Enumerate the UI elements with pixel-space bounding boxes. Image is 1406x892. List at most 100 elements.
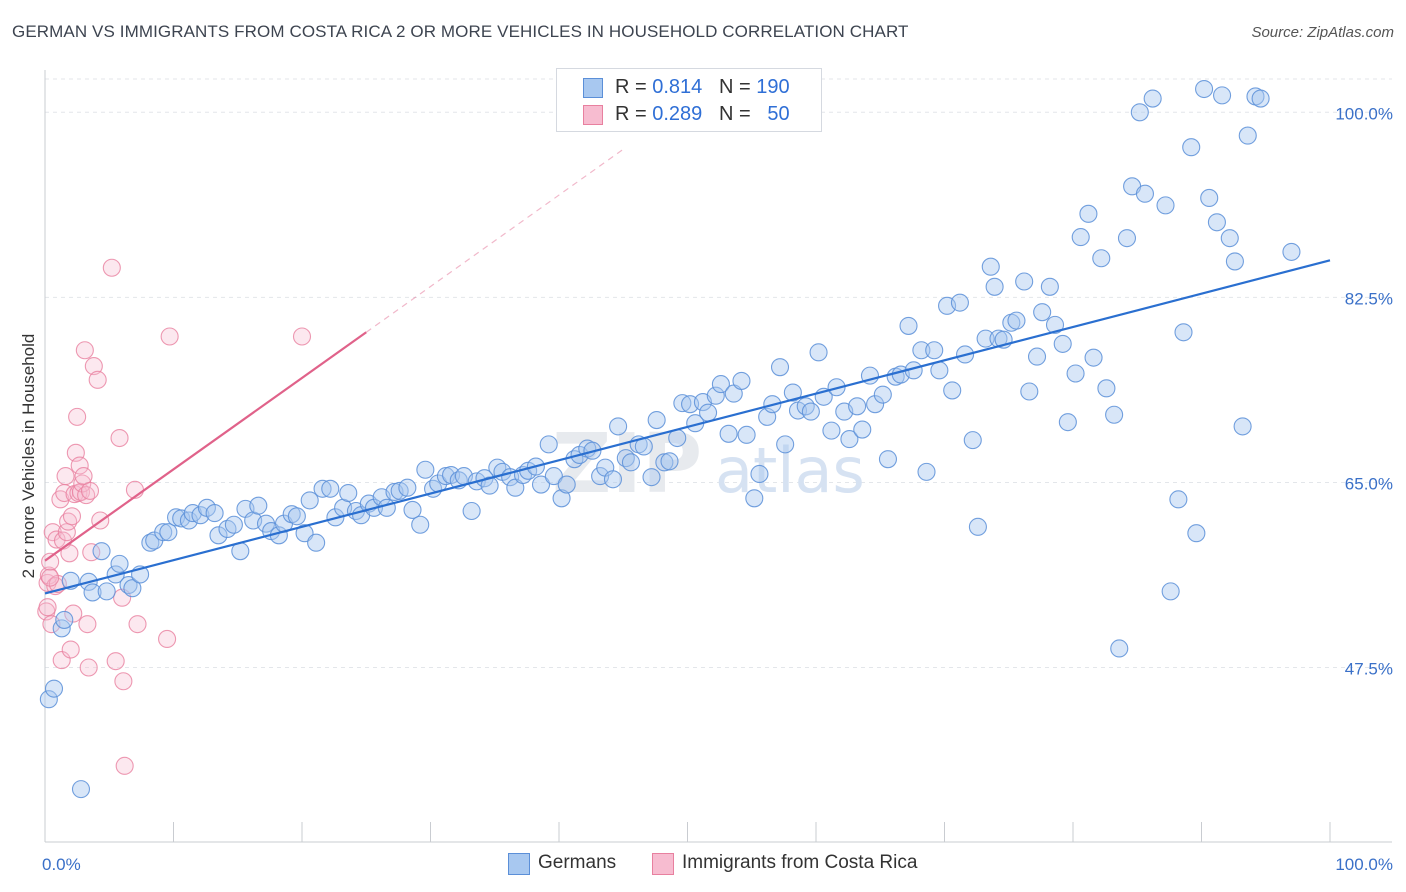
costa-rica-point [75,341,94,360]
german-point [71,780,91,799]
german-point [411,515,430,534]
costa-rica-point [80,481,100,500]
costa-rica-point [128,615,147,634]
costa-rica-trend-extension [365,148,624,333]
german-point [1195,79,1214,99]
germans-legend-swatch [508,853,530,875]
german-point [1220,229,1239,248]
german-point [699,403,718,422]
german-point [796,397,815,416]
german-point [1135,184,1155,203]
german-point [224,515,243,534]
german-point [783,383,802,402]
costa-rica-point [114,672,133,691]
german-point [801,402,820,421]
german-point [1174,323,1193,342]
german-point [848,397,867,416]
axes [44,70,1392,843]
german-point [873,385,892,404]
german-point [950,293,969,312]
german-point [552,489,571,508]
german-point [1182,138,1201,157]
gridlines [45,78,1392,669]
german-point [750,464,769,484]
german-point [719,424,738,443]
costa-rica-point [88,370,107,389]
german-point [1097,379,1116,398]
german-point [878,450,898,469]
german-point [55,610,74,629]
german-point [313,479,332,498]
german-point [673,394,692,413]
costa-rica-point [84,357,103,376]
costa-rica-point [115,756,134,775]
german-point [531,475,551,494]
german-point [339,483,358,503]
german-point [123,579,142,598]
german-point [1238,126,1257,145]
costa-rica-n-value: 50 [767,103,790,125]
tick-labels: 47.5% 65.0% 82.5% 100.0% 0.0% 100.0% [42,104,1393,874]
german-point [462,501,481,521]
german-point [609,417,628,436]
german-point [1007,311,1026,330]
german-point [1110,639,1129,658]
y-axis-label: 2 or more Vehicles in Household [19,334,38,579]
german-point [1207,213,1226,232]
german-point [110,554,129,573]
germans-swatch [583,78,603,98]
german-point [44,679,64,698]
german-point [809,343,828,362]
german-point [737,425,756,444]
german-point [39,690,58,709]
german-point [1079,204,1098,223]
german-point [557,475,576,494]
costa-rica-point [61,640,80,659]
germans-points [39,79,1301,799]
german-point [249,496,268,515]
german-point [943,381,962,400]
german-point [307,533,326,552]
german-point [1130,103,1149,122]
german-point [1040,277,1059,296]
german-point [544,467,563,486]
watermark-atlas: atlas [715,434,865,507]
german-point [1084,348,1103,367]
german-point [416,460,435,479]
german-point [1233,417,1252,436]
costa-rica-point [110,428,129,448]
germans-stats: R = 0.814 N = 190 [615,76,790,99]
x-tick-label: 0.0% [42,855,81,874]
costa-rica-point [79,658,98,677]
german-point [1033,303,1052,322]
german-point [1143,89,1162,108]
german-point [539,435,558,454]
costa-rica-point [106,652,125,671]
german-point [1092,249,1111,268]
costa-rica-point [62,507,82,526]
german-point [398,478,417,497]
costa-rica-point [47,530,66,549]
german-point [603,470,623,489]
german-point [1117,229,1137,248]
stats-legend: R = 0.814 N = 190 R = 0.289 N = 50 [556,68,822,132]
german-point [621,453,641,472]
german-point [1053,334,1072,353]
costa-rica-point [160,327,179,346]
costa-rica-points [37,258,312,775]
costa-rica-legend-swatch [652,853,674,875]
costa-rica-point [41,568,60,587]
german-point [745,489,764,508]
costa-rica-r-value: 0.289 [652,103,703,125]
german-point [711,375,730,394]
german-point [732,371,751,390]
germans-r-value: 0.814 [652,76,703,98]
costa-rica-point [56,467,75,486]
german-point [191,506,210,525]
german-point [1251,89,1270,108]
costa-rica-stats: R = 0.289 N = 50 [615,103,790,126]
german-point [985,277,1004,296]
german-point [1200,188,1219,208]
german-point [899,316,918,335]
